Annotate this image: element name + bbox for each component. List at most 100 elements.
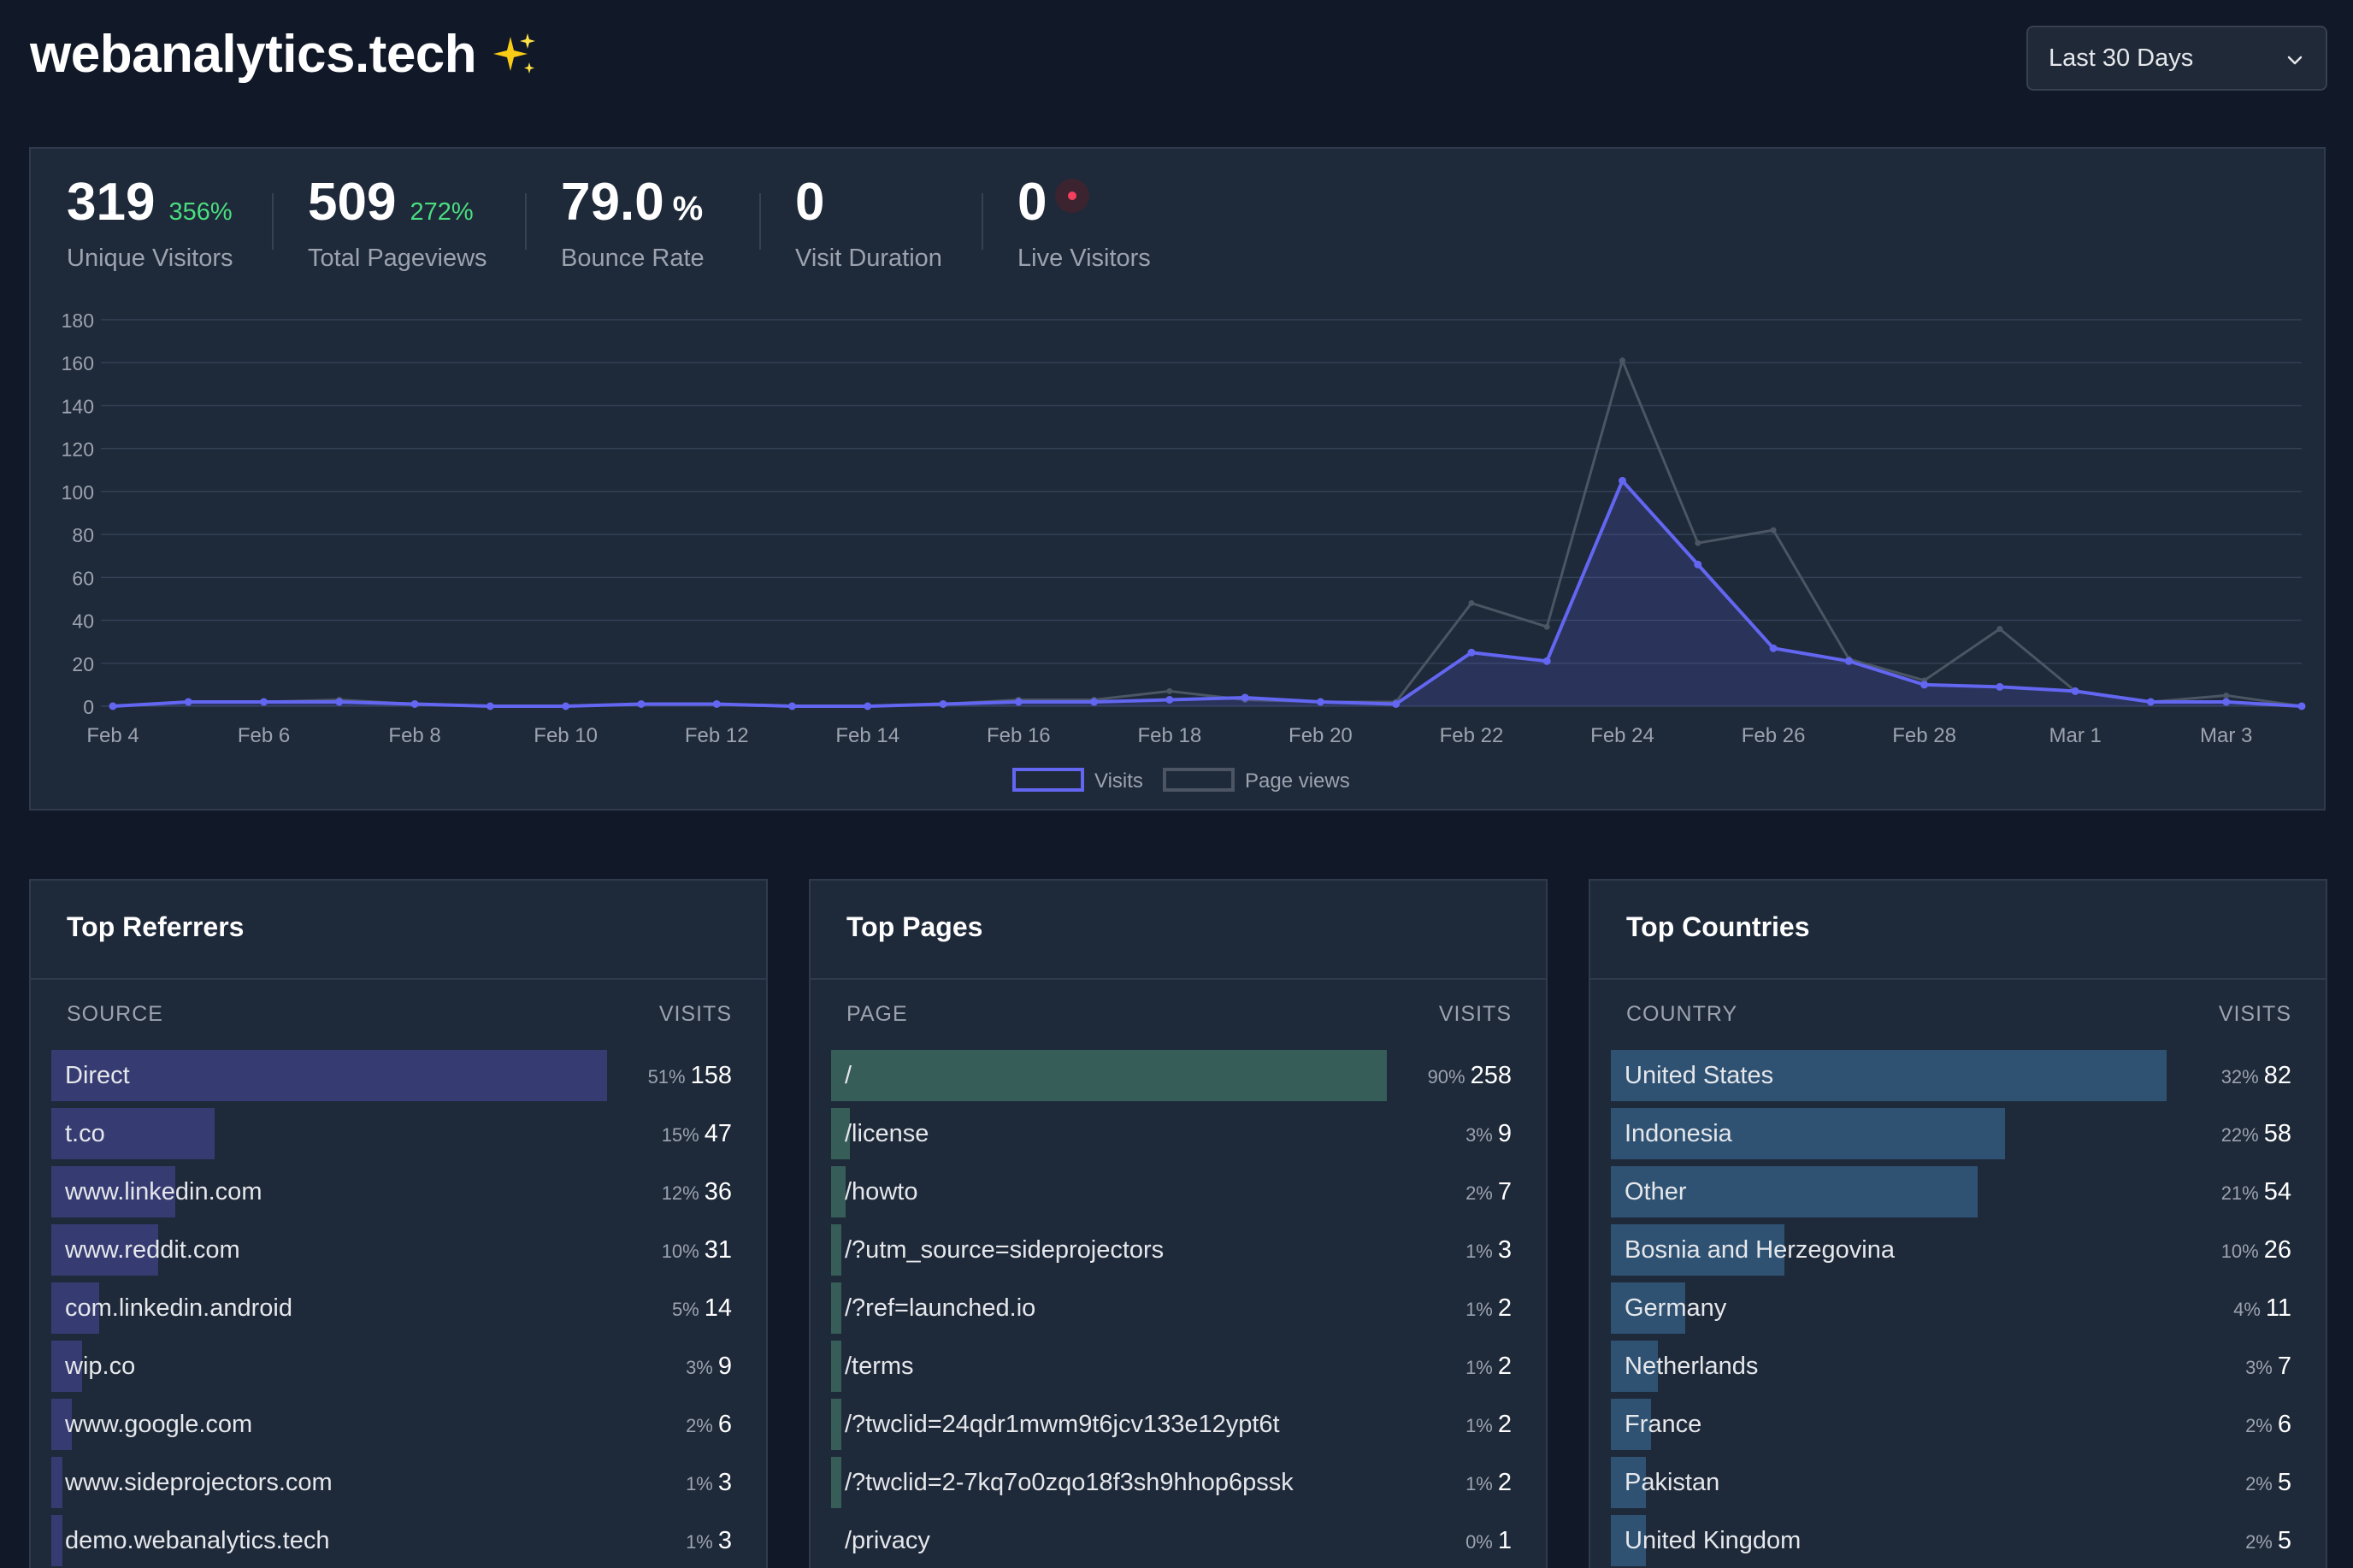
row-label: www.google.com: [65, 1411, 253, 1438]
x-tick-label: Feb 24: [1590, 724, 1654, 747]
visits-point: [1241, 693, 1249, 702]
visits-series-area: [113, 480, 2302, 706]
row-label: Bosnia and Herzegovina: [1625, 1236, 1895, 1264]
country-row[interactable]: Other 21% 54: [1611, 1166, 2291, 1224]
visits-point: [1920, 681, 1929, 689]
country-row[interactable]: Indonesia 22% 58: [1611, 1108, 2291, 1166]
row-label: Other: [1625, 1178, 1687, 1205]
column-header-source: SOURCE: [67, 1002, 163, 1026]
row-label: United Kingdom: [1625, 1527, 1802, 1554]
top-referrers-panel: Top Referrers SOURCE VISITS Direct 51% 158…: [29, 879, 768, 1568]
row-count: 3: [717, 1527, 732, 1554]
country-row[interactable]: Germany 4% 11: [1611, 1282, 2291, 1341]
row-metrics: 22% 58: [2221, 1108, 2291, 1164]
referrer-row[interactable]: www.google.com 2% 6: [51, 1399, 732, 1457]
country-row[interactable]: France 2% 6: [1611, 1399, 2291, 1457]
row-count: 3: [717, 1469, 732, 1496]
y-tick-label: 180: [62, 309, 94, 332]
stat-total-pageviews[interactable]: 509 272% Total Pageviews: [308, 171, 487, 273]
visits-point: [1542, 657, 1551, 665]
stat-change: 356%: [168, 198, 233, 226]
top-pages-panel: Top Pages PAGE VISITS /90% 258/license 3% 9…: [809, 879, 1548, 1568]
pageviews-point: [1996, 626, 2003, 633]
row-label: Netherlands: [1625, 1353, 1759, 1380]
share-bar: [51, 1282, 100, 1334]
referrer-row[interactable]: www.reddit.com 10% 31: [51, 1224, 732, 1282]
country-row[interactable]: Bosnia and Herzegovina 10% 26: [1611, 1224, 2291, 1282]
x-tick-label: Feb 8: [388, 724, 440, 747]
stat-divider: [272, 193, 274, 250]
referrer-row[interactable]: www.sideprojectors.com 1% 3: [51, 1457, 732, 1515]
row-metrics: 1% 2: [1465, 1457, 1512, 1512]
pageviews-series-line: [112, 357, 2303, 708]
referrer-row[interactable]: com.linkedin.android 5% 14: [51, 1282, 732, 1341]
page-row[interactable]: /license 3% 9: [831, 1108, 1512, 1166]
share-bar: [51, 1341, 82, 1392]
country-row[interactable]: United States 32% 82: [1611, 1050, 2291, 1108]
date-range-select[interactable]: Last 30 Days: [2026, 26, 2327, 91]
page-row[interactable]: /privacy 0% 1: [831, 1515, 1512, 1568]
visits-point: [1392, 699, 1401, 708]
page-row[interactable]: /?twclid=2-7kq7o0zqo18f3sh9hhop6pssk 1% 2: [831, 1457, 1512, 1515]
stat-label: Total Pageviews: [308, 245, 487, 273]
row-metrics: 1% 3: [1465, 1224, 1512, 1280]
panel-title: Top Pages: [846, 911, 983, 942]
row-metrics: 3% 9: [686, 1341, 732, 1396]
page-row[interactable]: /?utm_source=sideprojectors 1% 3: [831, 1224, 1512, 1282]
stat-live-visitors[interactable]: 0 Live Visitors: [1017, 171, 1151, 273]
row-count: 7: [2277, 1353, 2291, 1380]
stat-visit-duration[interactable]: 0 Visit Duration: [795, 171, 942, 273]
visits-point: [2146, 698, 2155, 706]
page-row[interactable]: /?ref=launched.io 1% 2: [831, 1282, 1512, 1341]
date-range-value: Last 30 Days: [2049, 44, 2194, 72]
page-row[interactable]: /terms 1% 2: [831, 1341, 1512, 1399]
country-row[interactable]: Netherlands 3% 7: [1611, 1341, 2291, 1399]
share-bar: [51, 1457, 62, 1508]
row-share: 22%: [2220, 1124, 2259, 1146]
row-count: 1: [1497, 1527, 1512, 1554]
referrer-row[interactable]: t.co 15% 47: [51, 1108, 732, 1166]
row-label: /?utm_source=sideprojectors: [845, 1236, 1165, 1264]
stat-unit: %: [672, 190, 704, 227]
x-tick-label: Feb 14: [835, 724, 899, 747]
row-label: Germany: [1625, 1294, 1727, 1322]
row-count: 58: [2263, 1120, 2291, 1147]
stat-bounce-rate[interactable]: 79.0 % Bounce Rate: [561, 171, 705, 273]
country-row[interactable]: United Kingdom 2% 5: [1611, 1515, 2291, 1568]
page-row[interactable]: /?twclid=24qdr1mwm9t6jcv133e12ypt6t 1% 2: [831, 1399, 1512, 1457]
share-bar: [831, 1399, 841, 1450]
visits-point: [335, 698, 344, 706]
column-header-visits: VISITS: [1438, 1002, 1512, 1026]
referrer-row[interactable]: www.linkedin.com 12% 36: [51, 1166, 732, 1224]
page-row[interactable]: / 90% 258: [831, 1050, 1512, 1108]
panel-divider: [1590, 978, 2326, 980]
row-label: Pakistan: [1625, 1469, 1720, 1496]
page-row[interactable]: /howto 2% 7: [831, 1166, 1512, 1224]
row-count: 2: [1497, 1294, 1512, 1322]
row-count: 26: [2263, 1236, 2291, 1264]
row-label: Direct: [65, 1062, 130, 1089]
visits-point: [1996, 682, 2004, 691]
row-share: 15%: [661, 1124, 699, 1146]
pageviews-point: [1695, 539, 1701, 546]
row-share: 1%: [686, 1473, 713, 1494]
row-metrics: 3% 7: [2245, 1341, 2291, 1396]
row-label: /?twclid=2-7kq7o0zqo18f3sh9hhop6pssk: [845, 1469, 1294, 1496]
row-metrics: 1% 2: [1465, 1341, 1512, 1396]
row-count: 14: [704, 1294, 732, 1322]
row-label: Indonesia: [1625, 1120, 1732, 1147]
stat-unique-visitors[interactable]: 319 356% Unique Visitors: [67, 171, 233, 273]
referrer-row[interactable]: demo.webanalytics.tech 1% 3: [51, 1515, 732, 1568]
row-share: 2%: [2245, 1473, 2273, 1494]
row-label: wip.co: [65, 1353, 136, 1380]
row-count: 31: [704, 1236, 732, 1264]
referrer-row[interactable]: wip.co 3% 9: [51, 1341, 732, 1399]
row-metrics: 2% 7: [1465, 1166, 1512, 1222]
country-row[interactable]: Pakistan 2% 5: [1611, 1457, 2291, 1515]
row-share: 1%: [1465, 1299, 1493, 1320]
visits-point: [562, 702, 570, 710]
referrer-row[interactable]: Direct 51% 158: [51, 1050, 732, 1108]
visits-point: [787, 702, 796, 710]
stat-label: Live Visitors: [1017, 245, 1151, 273]
row-metrics: 15% 47: [662, 1108, 732, 1164]
